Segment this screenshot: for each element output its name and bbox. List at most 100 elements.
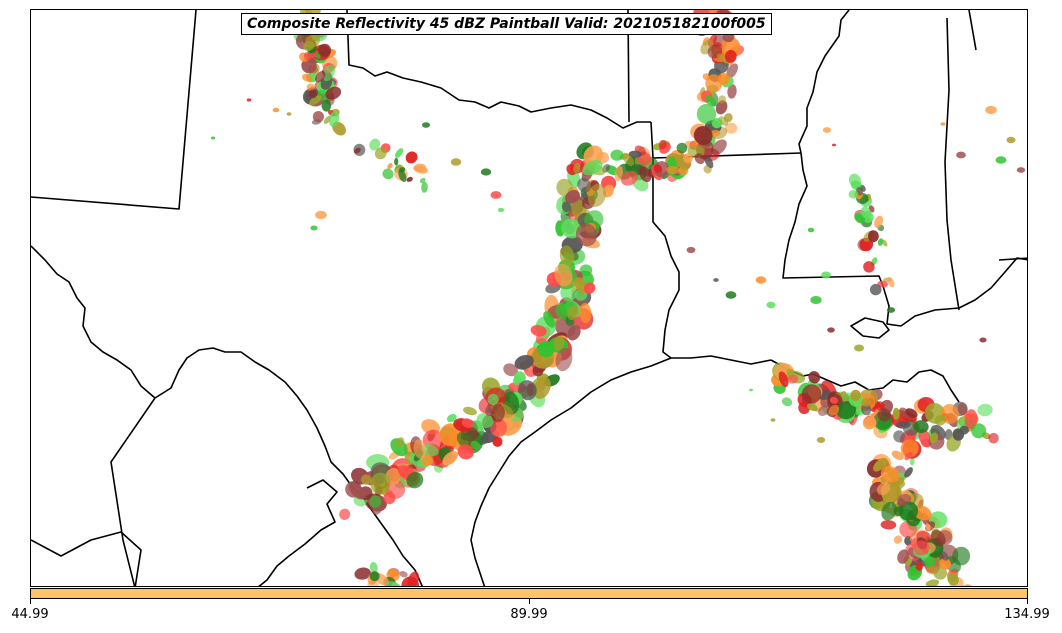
echo-blob [705,74,723,93]
echo-blob [553,335,565,351]
echo-cell [770,418,776,422]
echo-blob [476,412,494,429]
echo-blob [369,138,381,151]
echo-blob [710,139,727,155]
echo-blob [470,440,481,450]
echo-cell [886,307,896,313]
echo-blob [653,164,663,173]
echo-blob [322,64,336,82]
echo-blob [577,178,592,193]
echo-blob [874,401,885,411]
echo-cell [985,105,997,115]
echo-blob [676,142,688,154]
echo-blob [370,472,391,495]
echo-blob [925,579,940,586]
echo-blob [913,540,930,556]
echo-blob [959,425,969,435]
echo-blob [321,99,332,112]
colorbar-tick-label-max: 134.99 [1004,607,1050,622]
echo-blob [900,439,919,458]
echo-blob [620,170,639,186]
echo-cell [272,107,280,113]
echo-blob [490,419,507,437]
echo-blob [369,561,378,574]
echo-cell [940,122,946,126]
echo-cell [490,191,502,199]
echo-blob [905,408,918,419]
echo-blob [806,403,819,412]
echo-blob [850,389,861,402]
echo-cell [755,276,767,284]
echo-blob [354,567,371,580]
echo-blob [587,183,607,207]
echo-blob [781,397,793,407]
echo-blob [419,177,426,184]
echo-blob [318,43,332,57]
echo-blob [867,230,879,243]
echo-blob [584,282,596,294]
echo-blob [898,501,919,521]
map-title: Composite Reflectivity 45 dBZ Paintball … [241,13,772,35]
echo-blob [715,100,728,115]
echo-blob [848,173,862,188]
echo-blob [405,151,418,164]
echo-blob [406,471,424,489]
echo-blob [710,129,721,137]
echo-cell [766,301,776,309]
echo-blob [787,374,799,384]
echo-blob [891,450,904,460]
echo-cell [725,291,737,299]
echo-blob [666,166,680,175]
echo-blob [716,53,725,61]
echo-blob [693,126,713,146]
echo-blob [639,166,652,183]
echo-blob [304,10,322,17]
echo-blob [463,406,477,416]
map-panel [30,9,1028,587]
echo-blob [413,439,427,459]
echo-blob [388,568,398,578]
echo-blob [882,239,888,247]
echo-blob [628,150,642,158]
echo-blob [880,520,897,530]
echo-blob [554,263,573,287]
echo-blob [328,110,340,128]
echo-blob [904,451,913,461]
echo-blob [395,148,404,158]
echo-blob [360,474,372,485]
echo-blob [869,283,882,296]
echo-blob [877,238,884,246]
echo-blob [567,304,579,321]
echo-blob [301,73,313,82]
echo-blob [543,311,555,328]
echo-blob [399,167,406,173]
echo-blob [718,116,729,126]
echo-blob [930,530,946,547]
echo-blob [860,206,871,219]
echo-blob [913,420,929,434]
echo-blob [893,535,903,544]
echo-blob [306,83,315,92]
echo-blob [538,340,555,358]
echo-blob [897,549,910,564]
echo-cell [979,337,987,343]
echo-blob [610,149,624,161]
echo-cell [246,98,252,102]
echo-blob [704,94,717,107]
colorbar-tick-label-mid: 89.99 [510,607,548,622]
echo-blob [924,556,936,568]
echo-cell [810,296,822,304]
echo-blob [395,437,405,448]
echo-cell [956,151,966,159]
echo-blob [934,414,947,426]
echo-blob [798,401,810,415]
echo-blob [696,103,717,125]
echo-cell [749,388,753,392]
echo-blob [394,157,399,166]
echo-blob [514,354,534,370]
echo-blob [877,280,889,288]
echo-blob [442,450,459,466]
echo-blob [925,523,931,531]
echo-blob [786,368,796,377]
echo-blob [399,571,408,578]
